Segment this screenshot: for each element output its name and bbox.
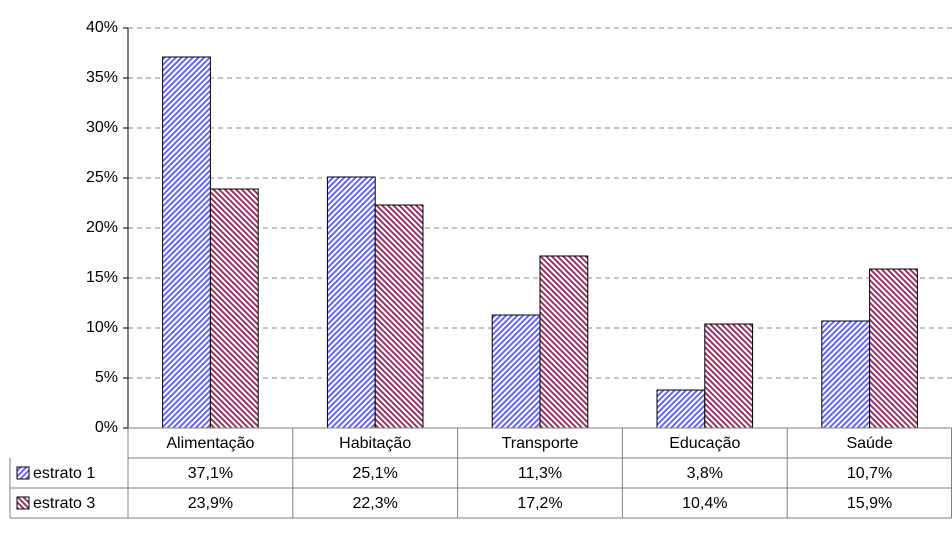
- bar: [162, 56, 211, 429]
- data-label: 15,9%: [847, 495, 892, 512]
- legend-key: [16, 466, 30, 480]
- bar: [656, 389, 706, 429]
- y-tick-label: 15%: [86, 269, 118, 286]
- data-label: 10,4%: [682, 495, 727, 512]
- x-tick-label: Transporte: [502, 435, 579, 452]
- data-label: 25,1%: [353, 465, 398, 482]
- y-tick-label: 25%: [86, 169, 118, 186]
- y-tick-label: 35%: [86, 69, 118, 86]
- bar: [821, 320, 871, 429]
- x-tick-label: Educação: [669, 435, 740, 452]
- y-tick-label: 0%: [95, 419, 118, 436]
- bar: [491, 314, 541, 429]
- legend-label: estrato 1: [33, 465, 95, 482]
- legend-label: estrato 3: [33, 495, 95, 512]
- data-label: 17,2%: [517, 495, 562, 512]
- bar: [209, 188, 259, 429]
- y-tick-label: 40%: [86, 19, 118, 36]
- y-tick-label: 30%: [86, 119, 118, 136]
- y-tick-label: 20%: [86, 219, 118, 236]
- x-tick-label: Alimentação: [166, 435, 254, 452]
- bar: [326, 176, 376, 429]
- x-tick-label: Saúde: [846, 435, 892, 452]
- data-label: 22,3%: [353, 495, 398, 512]
- bar: [869, 268, 918, 429]
- data-label: 11,3%: [518, 465, 562, 482]
- x-tick-label: Habitação: [339, 435, 411, 452]
- y-tick-label: 10%: [86, 319, 118, 336]
- bar: [539, 255, 589, 429]
- bar: [704, 323, 754, 429]
- y-tick-label: 5%: [95, 369, 118, 386]
- data-label: 3,8%: [687, 465, 723, 482]
- data-label: 37,1%: [188, 465, 233, 482]
- bar: [374, 204, 424, 429]
- data-label: 23,9%: [188, 495, 233, 512]
- data-label: 10,7%: [847, 465, 892, 482]
- legend-key: [16, 496, 30, 510]
